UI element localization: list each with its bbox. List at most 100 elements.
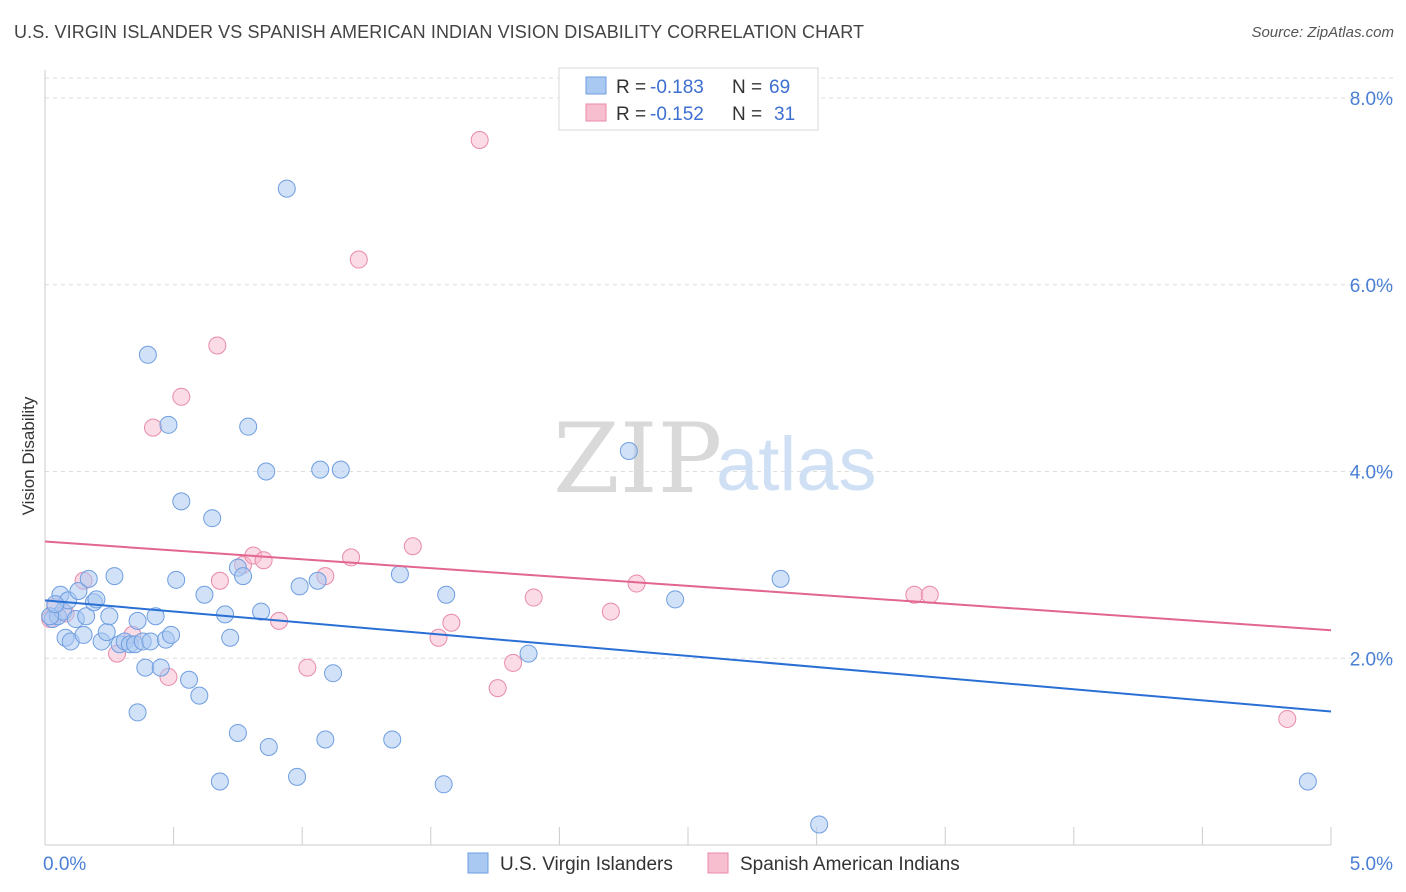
- data-point-us-virgin-islanders: [159, 415, 178, 434]
- legend-swatch-blue: [467, 852, 489, 874]
- data-point-spanish-american-indians: [403, 537, 422, 556]
- data-point-us-virgin-islanders: [619, 441, 638, 460]
- y-axis-title: Vision Disability: [19, 396, 38, 515]
- data-point-spanish-american-indians: [524, 588, 543, 607]
- series-legend: U.S. Virgin Islanders Spanish American I…: [467, 852, 960, 875]
- legend-label-spanish-american-indians: Spanish American Indians: [740, 854, 960, 875]
- data-point-us-virgin-islanders: [390, 565, 409, 584]
- y-tick-label: 4.0%: [1350, 463, 1393, 484]
- data-point-us-virgin-islanders: [316, 730, 335, 749]
- stats-legend: R = -0.183 N = 69 R = -0.152 N = 31: [558, 67, 819, 131]
- data-point-spanish-american-indians: [601, 602, 620, 621]
- data-point-us-virgin-islanders: [74, 625, 93, 644]
- legend-swatch-blue: [585, 76, 607, 95]
- data-point-spanish-american-indians: [208, 336, 227, 355]
- data-point-us-virgin-islanders: [331, 460, 350, 479]
- data-point-us-virgin-islanders: [167, 570, 186, 589]
- y-tick-label: 6.0%: [1350, 276, 1393, 297]
- page-title: U.S. VIRGIN ISLANDER VS SPANISH AMERICAN…: [14, 22, 865, 42]
- data-point-us-virgin-islanders: [141, 632, 160, 651]
- data-point-spanish-american-indians: [254, 551, 273, 570]
- data-point-spanish-american-indians: [488, 679, 507, 698]
- data-point-us-virgin-islanders: [810, 815, 829, 834]
- trend-line-spanish-american-indians: [44, 540, 1332, 632]
- data-point-spanish-american-indians: [349, 250, 368, 269]
- data-point-us-virgin-islanders: [239, 417, 258, 436]
- axes: [44, 70, 1332, 846]
- watermark-zip: ZIP: [553, 403, 722, 515]
- data-point-us-virgin-islanders: [252, 602, 271, 621]
- data-point-us-virgin-islanders: [308, 571, 327, 590]
- data-point-spanish-american-indians: [920, 585, 939, 604]
- source-credit: Source: ZipAtlas.com: [1251, 24, 1394, 41]
- trend-line-us-virgin-islanders: [44, 599, 1332, 713]
- legend-swatch-pink: [707, 852, 729, 874]
- legend-label-us-virgin-islanders: U.S. Virgin Islanders: [500, 854, 673, 875]
- legend-n-value: 69: [769, 77, 790, 98]
- data-point-spanish-american-indians: [429, 628, 448, 647]
- data-point-us-virgin-islanders: [138, 345, 157, 364]
- data-point-us-virgin-islanders: [100, 607, 119, 626]
- legend-swatch-pink: [585, 103, 607, 122]
- data-point-us-virgin-islanders: [203, 509, 222, 528]
- watermark: ZIP atlas: [553, 403, 877, 515]
- data-point-us-virgin-islanders: [290, 577, 309, 596]
- data-point-us-virgin-islanders: [77, 607, 96, 626]
- tick-labels: 2.0% 4.0% 6.0% 8.0% 0.0% 5.0%: [43, 89, 1393, 875]
- y-tick-label: 2.0%: [1350, 649, 1393, 670]
- x-tick-label: 5.0%: [1350, 854, 1393, 875]
- data-point-spanish-american-indians: [1278, 709, 1297, 728]
- data-point-us-virgin-islanders: [97, 623, 116, 642]
- trend-lines: [44, 540, 1332, 713]
- data-point-us-virgin-islanders: [216, 605, 235, 624]
- series-us-virgin-islanders: [41, 179, 1317, 834]
- data-point-us-virgin-islanders: [437, 585, 456, 604]
- data-point-us-virgin-islanders: [257, 462, 276, 481]
- legend-r-label: R =: [616, 77, 646, 98]
- y-tick-label: 8.0%: [1350, 89, 1393, 110]
- data-point-us-virgin-islanders: [228, 723, 247, 742]
- data-point-us-virgin-islanders: [221, 628, 240, 647]
- legend-n-label: N =: [732, 77, 762, 98]
- data-point-us-virgin-islanders: [69, 582, 88, 601]
- legend-n-label: N =: [732, 104, 762, 125]
- data-point-us-virgin-islanders: [128, 611, 147, 630]
- data-point-spanish-american-indians: [210, 571, 229, 590]
- data-point-spanish-american-indians: [298, 658, 317, 677]
- data-point-us-virgin-islanders: [146, 607, 165, 626]
- data-point-us-virgin-islanders: [324, 664, 343, 683]
- data-point-us-virgin-islanders: [383, 730, 402, 749]
- data-point-us-virgin-islanders: [288, 767, 307, 786]
- data-point-us-virgin-islanders: [311, 460, 330, 479]
- data-point-us-virgin-islanders: [195, 585, 214, 604]
- data-point-us-virgin-islanders: [105, 567, 124, 586]
- data-point-us-virgin-islanders: [162, 625, 181, 644]
- data-point-us-virgin-islanders: [79, 569, 98, 588]
- x-tick-label: 0.0%: [43, 854, 86, 875]
- data-point-us-virgin-islanders: [771, 569, 790, 588]
- legend-r-value: -0.183: [650, 77, 704, 98]
- data-point-us-virgin-islanders: [277, 179, 296, 198]
- watermark-atlas: atlas: [716, 422, 877, 507]
- data-point-us-virgin-islanders: [434, 775, 453, 794]
- data-point-us-virgin-islanders: [151, 658, 170, 677]
- legend-r-value: -0.152: [650, 104, 704, 125]
- data-point-spanish-american-indians: [442, 613, 461, 632]
- data-point-us-virgin-islanders: [190, 686, 209, 705]
- data-point-spanish-american-indians: [172, 387, 191, 406]
- data-point-us-virgin-islanders: [666, 590, 685, 609]
- legend-n-value: 31: [774, 104, 795, 125]
- data-point-spanish-american-indians: [144, 418, 163, 437]
- data-point-us-virgin-islanders: [136, 658, 155, 677]
- data-point-us-virgin-islanders: [259, 737, 278, 756]
- data-point-us-virgin-islanders: [519, 644, 538, 663]
- data-point-us-virgin-islanders: [1298, 772, 1317, 791]
- data-point-us-virgin-islanders: [172, 492, 191, 511]
- data-point-spanish-american-indians: [470, 131, 489, 150]
- legend-r-label: R =: [616, 104, 646, 125]
- data-point-spanish-american-indians: [504, 653, 523, 672]
- data-point-us-virgin-islanders: [210, 772, 229, 791]
- data-point-us-virgin-islanders: [128, 703, 147, 722]
- data-point-us-virgin-islanders: [234, 567, 253, 586]
